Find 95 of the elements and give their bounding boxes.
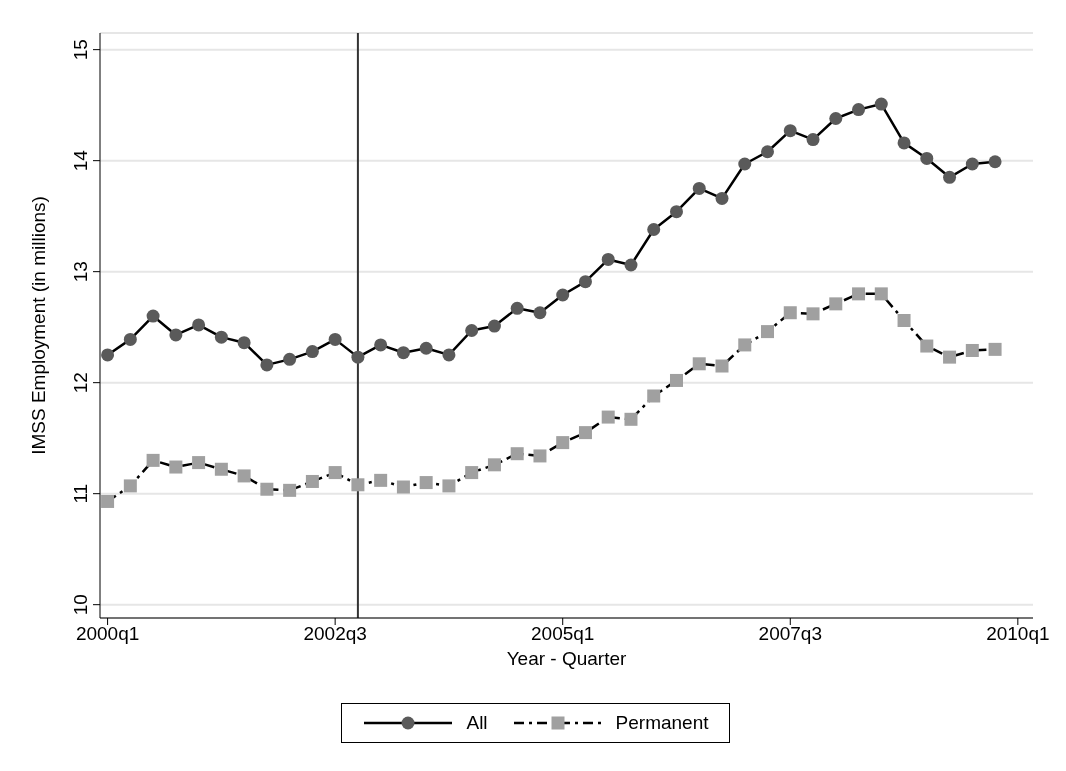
point	[943, 170, 957, 184]
y-tick-label: 12	[70, 372, 91, 394]
point	[465, 324, 479, 337]
point	[351, 350, 365, 364]
point	[510, 301, 524, 315]
point	[806, 307, 820, 321]
x-tick-label: 2007q3	[758, 623, 822, 645]
point	[533, 449, 547, 463]
point	[351, 478, 365, 492]
point	[761, 145, 775, 159]
point	[487, 319, 501, 333]
point	[214, 330, 228, 344]
point	[829, 111, 843, 125]
point	[260, 358, 274, 372]
point	[761, 325, 775, 339]
point	[328, 466, 342, 480]
point	[487, 458, 501, 472]
point	[965, 157, 979, 171]
point	[214, 462, 228, 476]
point	[738, 338, 752, 352]
point	[965, 343, 979, 357]
point	[192, 456, 206, 470]
point	[442, 479, 456, 493]
point	[647, 222, 661, 236]
point	[396, 480, 410, 494]
point	[123, 332, 137, 346]
point	[715, 359, 729, 373]
point	[146, 309, 160, 323]
point	[237, 336, 251, 350]
point	[783, 306, 797, 320]
x-tick-label: 2002q3	[303, 623, 367, 645]
point	[442, 348, 456, 362]
point	[237, 469, 251, 483]
point	[533, 306, 547, 320]
point	[738, 157, 752, 171]
point	[829, 297, 843, 311]
point	[556, 436, 570, 450]
point	[647, 389, 661, 403]
y-axis-title: IMSS Employment (in millions)	[27, 196, 49, 455]
y-tick-label: 15	[70, 39, 91, 61]
point	[988, 155, 1002, 169]
y-tick-label: 14	[70, 149, 91, 172]
point	[328, 332, 342, 346]
legend-label: Permanent	[615, 712, 709, 734]
point	[624, 412, 638, 426]
point	[988, 342, 1002, 356]
point	[806, 133, 820, 147]
point	[852, 287, 866, 301]
y-tick-label: 13	[70, 261, 91, 283]
point	[624, 258, 638, 272]
point	[396, 346, 410, 360]
x-tick-label: 2000q1	[75, 623, 140, 645]
point	[283, 352, 297, 366]
point	[556, 288, 570, 302]
point	[510, 447, 524, 461]
point	[123, 479, 137, 493]
point	[192, 318, 206, 332]
point	[715, 191, 729, 205]
point	[305, 474, 319, 488]
point	[260, 482, 274, 496]
point	[465, 466, 479, 480]
y-tick-label: 11	[70, 483, 91, 504]
point	[101, 348, 115, 362]
point	[601, 252, 615, 266]
point	[669, 373, 683, 387]
point	[169, 328, 183, 342]
point	[578, 275, 592, 289]
y-tick-label: 10	[70, 594, 91, 616]
point	[897, 136, 911, 150]
point	[374, 338, 388, 352]
point	[897, 314, 911, 328]
point	[692, 181, 706, 195]
point	[578, 426, 592, 440]
point	[169, 460, 183, 474]
x-tick-label: 2010q1	[986, 623, 1050, 645]
point	[874, 97, 888, 111]
point	[283, 483, 297, 497]
point	[874, 287, 888, 301]
point	[920, 339, 934, 353]
point	[783, 124, 797, 138]
point	[852, 103, 866, 117]
point	[920, 151, 934, 165]
point	[692, 357, 706, 371]
point	[943, 350, 957, 364]
point	[305, 345, 319, 359]
point	[419, 341, 433, 355]
x-tick-label: 2005q1	[531, 623, 595, 645]
point	[374, 473, 388, 487]
legend-label: All	[466, 712, 488, 734]
point	[419, 476, 433, 490]
x-axis-title: Year - Quarter	[506, 648, 628, 669]
point	[146, 453, 160, 467]
point	[101, 494, 115, 508]
point	[601, 410, 615, 424]
point	[669, 205, 683, 219]
